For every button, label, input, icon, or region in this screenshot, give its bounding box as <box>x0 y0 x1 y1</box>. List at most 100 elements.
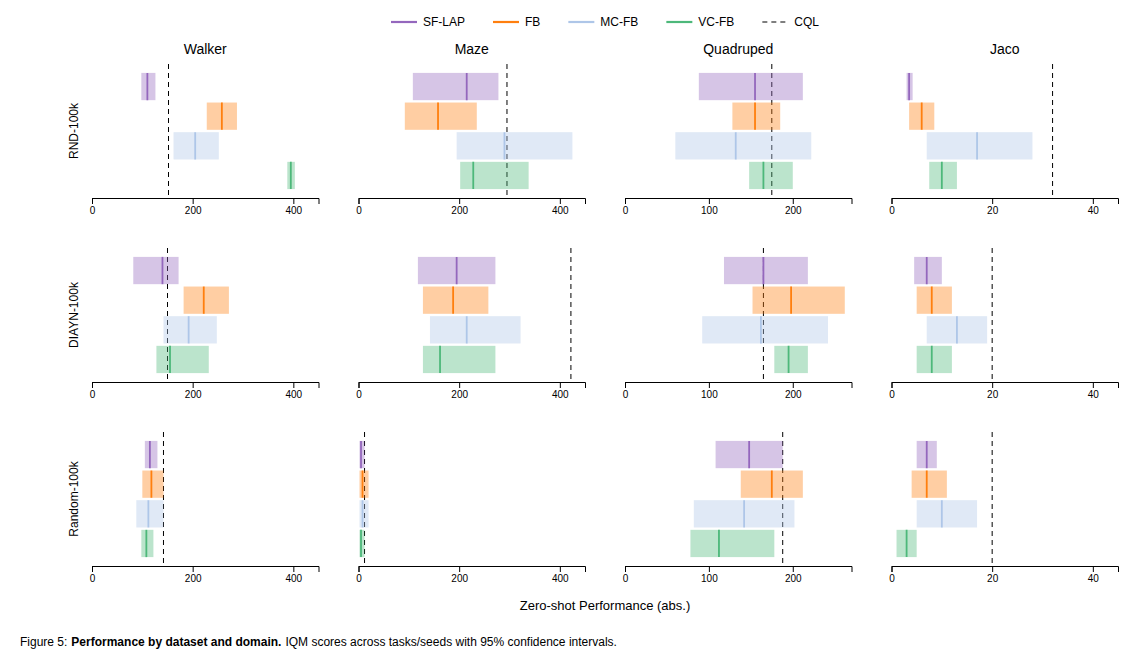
tick-label: 0 <box>889 389 895 400</box>
interval-bar <box>749 162 793 189</box>
median-line <box>748 441 750 468</box>
axis-line <box>626 567 853 573</box>
axis-line <box>892 199 1119 205</box>
tick-label: 200 <box>785 573 802 584</box>
median-line <box>941 500 943 527</box>
median-line <box>221 103 223 130</box>
tick-mark <box>359 382 360 388</box>
interval-bar <box>360 500 369 527</box>
axis-line <box>626 383 853 389</box>
median-line <box>735 132 737 159</box>
median-line <box>466 73 468 100</box>
tick-label: 200 <box>451 389 468 400</box>
median-line <box>452 287 454 314</box>
tick-mark <box>709 382 710 388</box>
tick-mark <box>625 382 626 388</box>
panel: 0200400WalkerRND-100k <box>67 41 319 216</box>
panel: 0 200 400 DIAYN-100k <box>67 248 319 400</box>
interval-bar <box>141 73 155 100</box>
row-label: DIAYN-100k <box>67 281 81 348</box>
interval-bar <box>360 441 365 468</box>
median-line <box>145 530 147 557</box>
marks <box>405 64 573 198</box>
interval-bar <box>145 441 158 468</box>
interval-bar <box>360 471 369 498</box>
median-line <box>760 316 762 343</box>
median-line <box>194 132 196 159</box>
median-line <box>908 73 910 100</box>
interval-bar <box>457 132 573 159</box>
marks <box>136 432 163 566</box>
tick: 40 <box>1088 382 1100 400</box>
median-line <box>763 162 765 189</box>
marks <box>907 64 1053 198</box>
tick-mark <box>359 198 360 204</box>
interval-bar <box>142 471 163 498</box>
tick: 100 <box>701 382 718 400</box>
axis-line <box>359 567 586 573</box>
interval-bar <box>907 73 913 100</box>
interval-bar <box>741 471 803 498</box>
legend-swatch <box>568 21 594 23</box>
interval-bar <box>699 73 803 100</box>
x-axis: 02040 <box>889 566 1118 584</box>
x-axis: 0200400 <box>356 382 585 400</box>
axis-line <box>93 199 320 205</box>
tick-label: 0 <box>90 205 96 216</box>
tick-mark <box>709 198 710 204</box>
interval-bar <box>405 103 477 130</box>
panel: 02040Jaco <box>889 41 1118 216</box>
tick: 0 <box>356 566 362 584</box>
tick: 0 <box>90 382 96 400</box>
axis-line <box>892 383 1119 389</box>
median-line <box>788 346 790 373</box>
chart: 0200400WalkerRND-100k0200400Maze0100200Q… <box>0 0 1132 662</box>
tick-label: 0 <box>356 205 362 216</box>
tick: 0 <box>889 198 895 216</box>
tick-mark <box>1093 566 1094 572</box>
tick-mark <box>293 198 294 204</box>
tick: 400 <box>552 198 569 216</box>
x-axis: 0 200 400 <box>90 382 319 400</box>
x-axis: 0200400 <box>90 566 319 584</box>
interval-bar <box>927 316 987 343</box>
tick-mark <box>359 566 360 572</box>
median-line <box>456 257 458 284</box>
tick: 200 <box>451 566 468 584</box>
tick-mark <box>793 566 794 572</box>
median-line <box>718 530 720 557</box>
caption-text: IQM scores across tasks/seeds with 95% c… <box>285 635 616 649</box>
interval-bar <box>287 162 295 189</box>
tick: 200 <box>185 382 202 400</box>
tick: 400 <box>552 566 569 584</box>
tick: 0 <box>889 382 895 400</box>
tick-label: 400 <box>285 389 302 400</box>
reference-line <box>168 64 169 198</box>
interval-bar <box>914 257 942 284</box>
interval-bar <box>917 500 977 527</box>
tick: 200 <box>185 566 202 584</box>
panel: 02040 <box>889 432 1118 584</box>
x-axis: 0100200 <box>623 198 852 216</box>
median-line <box>147 500 149 527</box>
legend: SF-LAPFBMC-FBVC-FBCQL <box>391 15 819 29</box>
median-line <box>771 471 773 498</box>
interval-bar <box>927 132 1033 159</box>
legend-label: SF-LAP <box>423 15 465 29</box>
interval-bar <box>136 500 163 527</box>
interval-bar <box>716 441 783 468</box>
legend-label: FB <box>525 15 540 29</box>
tick-label: 400 <box>285 205 302 216</box>
median-line <box>931 346 933 373</box>
tick-label: 400 <box>285 573 302 584</box>
median-line <box>472 162 474 189</box>
tick: 20 <box>987 382 999 400</box>
tick-label: 40 <box>1088 573 1100 584</box>
interval-bar <box>909 103 934 130</box>
median-line <box>956 316 958 343</box>
tick: 400 <box>285 382 302 400</box>
tick-label: 100 <box>701 573 718 584</box>
median-line <box>941 162 943 189</box>
column-title: Walker <box>184 41 227 57</box>
tick: 0 <box>356 382 362 400</box>
